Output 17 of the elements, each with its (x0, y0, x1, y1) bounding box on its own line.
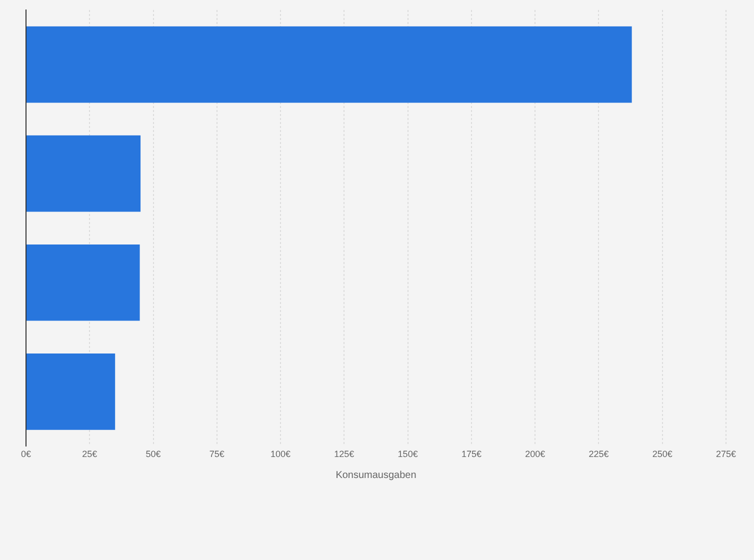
x-tick-label: 225€ (588, 449, 609, 460)
x-tick-label: 0€ (20, 449, 32, 460)
x-tick-label: 75€ (209, 449, 224, 460)
x-tick-label: 150€ (398, 449, 418, 460)
x-tick-label: 200€ (525, 449, 546, 460)
x-axis-title: Konsumausgaben (336, 470, 416, 481)
bar (26, 354, 116, 430)
x-tick-label: 175€ (461, 449, 482, 460)
x-tick-label: 250€ (652, 449, 672, 460)
x-tick-label: 125€ (334, 449, 354, 460)
x-tick-label: 275€ (716, 449, 736, 460)
x-tick-label: 100€ (270, 449, 291, 460)
bar (26, 244, 140, 321)
x-tick-label: 50€ (146, 449, 161, 460)
bar (26, 135, 141, 212)
bar (26, 26, 632, 103)
x-tick-label: 25€ (82, 449, 98, 460)
